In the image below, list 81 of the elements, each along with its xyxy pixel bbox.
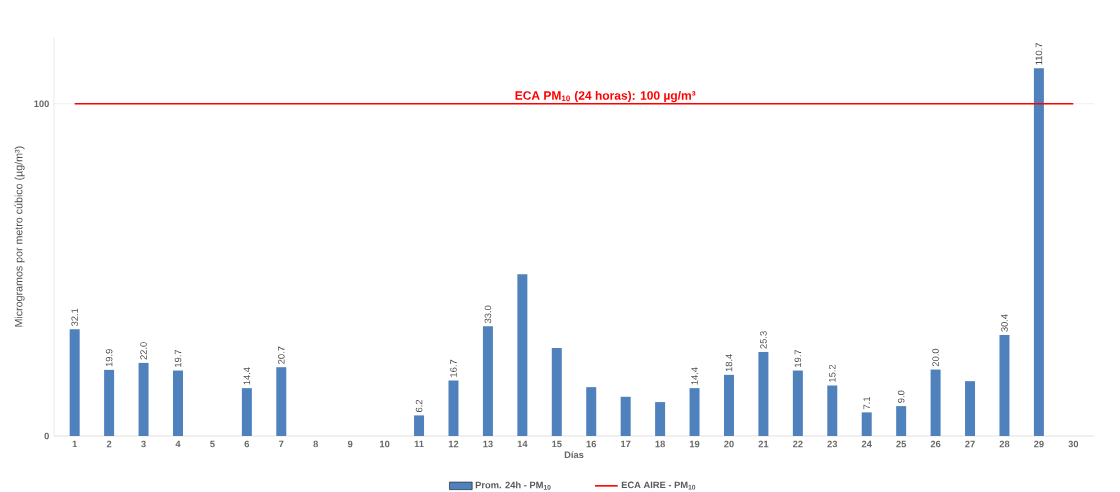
- x-tick-label: 28: [999, 440, 1010, 448]
- x-tick-label: 15: [552, 440, 562, 448]
- data-label: 19.7: [794, 349, 802, 367]
- bar: [104, 369, 115, 436]
- x-tick-label: 7: [279, 440, 284, 448]
- y-axis-title: Microgramos por metro cúbico (µg/m³): [14, 146, 25, 327]
- data-label: 33.0: [484, 305, 492, 324]
- x-tick-label: 14: [517, 440, 528, 448]
- data-label: 19.7: [174, 349, 182, 367]
- annotation: ECA PM$_{10}$ (24 horas): 100 µg/m³: [515, 90, 696, 103]
- x-tick-label: 26: [930, 440, 941, 448]
- x-tick-label: 24: [861, 440, 872, 448]
- x-tick-label: 29: [1034, 440, 1044, 448]
- bar: [414, 415, 425, 436]
- bar: [620, 396, 631, 436]
- data-label: 25.3: [760, 331, 767, 349]
- bar: [965, 381, 976, 436]
- bar: [551, 347, 562, 436]
- data-label: 9.0: [897, 390, 905, 403]
- x-tick-label: 3: [141, 440, 146, 448]
- legend-label: ECA AIRE - PM$_{10}$: [621, 481, 696, 490]
- x-tick-label: 13: [483, 440, 493, 448]
- bar: [723, 374, 734, 436]
- x-tick-label: 30: [1068, 440, 1079, 448]
- x-tick-label: 10: [380, 440, 390, 448]
- y-tick-label: 0: [44, 432, 49, 440]
- x-tick-label: 9: [347, 440, 353, 448]
- bar: [276, 367, 287, 436]
- bar: [861, 412, 872, 436]
- x-tick-label: 17: [621, 440, 631, 448]
- x-axis-title: Días: [564, 451, 584, 459]
- bar: [517, 274, 528, 436]
- x-tick-label: 1: [72, 440, 78, 448]
- data-label: 15.2: [828, 364, 836, 382]
- data-label: 110.7: [1035, 43, 1043, 65]
- x-tick-label: 2: [106, 440, 112, 448]
- x-tick-label: 25: [896, 440, 907, 448]
- data-label: 14.4: [243, 367, 251, 385]
- x-tick-label: 5: [210, 440, 215, 448]
- data-label: 6.2: [415, 399, 423, 412]
- x-tick-label: 12: [448, 440, 459, 448]
- data-label: 32.1: [71, 308, 78, 327]
- bar: [586, 387, 597, 436]
- data-label: 20.7: [278, 346, 285, 364]
- bar: [896, 406, 907, 436]
- bar: [999, 334, 1010, 436]
- x-tick-label: 11: [414, 440, 424, 448]
- data-label: 19.9: [105, 349, 113, 367]
- data-label: 16.7: [450, 359, 457, 377]
- bar: [827, 385, 838, 436]
- bar: [930, 369, 941, 436]
- bar: [69, 329, 80, 436]
- data-label: 22.0: [140, 342, 147, 360]
- y-tick-label: 100: [34, 100, 49, 108]
- bar: [448, 380, 459, 436]
- bar: [482, 326, 493, 436]
- data-label: 7.1: [863, 396, 870, 409]
- x-tick-label: 20: [724, 440, 734, 448]
- data-label: 18.4: [725, 354, 733, 372]
- x-tick-label: 23: [827, 440, 838, 448]
- data-label: 20.0: [932, 348, 939, 367]
- legend-label: Prom. 24h - PM$_{10}$: [475, 481, 551, 490]
- x-tick-label: 16: [586, 440, 597, 448]
- x-tick-label: 8: [313, 440, 319, 448]
- bar: [138, 362, 149, 436]
- bar: [689, 388, 700, 436]
- data-label: 30.4: [1001, 314, 1008, 332]
- x-tick-label: 21: [758, 440, 769, 448]
- bar: [241, 388, 252, 436]
- bar: [655, 402, 666, 436]
- x-tick-label: 6: [244, 440, 250, 448]
- x-tick-label: 19: [689, 440, 700, 448]
- x-tick-label: 27: [965, 440, 975, 448]
- bar: [758, 351, 769, 436]
- x-tick-label: 18: [655, 440, 665, 448]
- x-tick-label: 22: [792, 440, 803, 448]
- bar: [792, 370, 803, 436]
- bar: [172, 370, 183, 436]
- bar: [1033, 68, 1044, 436]
- x-tick-label: 4: [175, 440, 181, 448]
- data-label: 14.4: [691, 367, 698, 385]
